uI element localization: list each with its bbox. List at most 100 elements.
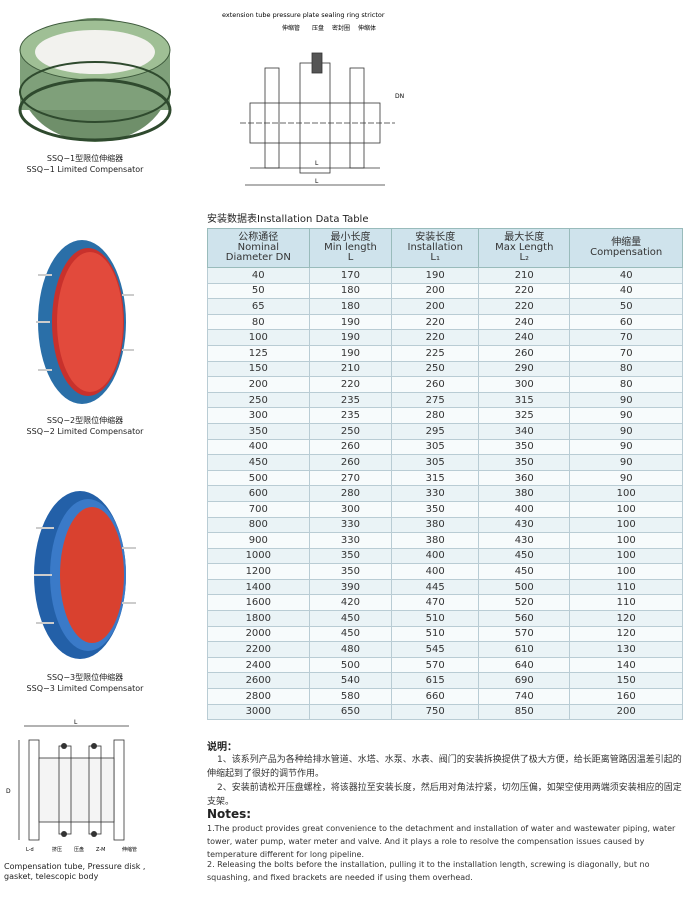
table-cell: 450	[478, 563, 571, 580]
drawing-label: DN	[395, 93, 404, 100]
table-cell: 65	[207, 298, 310, 315]
table-cell: 110	[569, 594, 683, 612]
table-cell: 100	[569, 516, 683, 534]
table-cell: 190	[391, 267, 480, 284]
table-cell: 510	[391, 610, 480, 627]
drawing-label: D	[6, 788, 11, 795]
table-cell: 210	[478, 267, 571, 284]
table-cell: 90	[569, 469, 683, 487]
table-row: 600 280 330 380 100	[207, 485, 683, 502]
table-cell: 325	[478, 407, 571, 424]
drawing-label: L	[315, 178, 319, 185]
note-text: 1.The product provides great convenience…	[207, 824, 676, 859]
header-line: L	[347, 252, 354, 263]
table-cell: 500	[207, 469, 310, 487]
table-cell: 120	[569, 625, 683, 643]
table-cell: 2600	[207, 672, 310, 690]
table-row: 500 270 315 360 90	[207, 469, 683, 487]
notes-title: 说明：	[207, 742, 237, 753]
table-cell: 100	[569, 547, 683, 565]
drawing-label: 伸缩管	[122, 846, 137, 853]
table-cell: 50	[207, 282, 310, 300]
table-row: 50 180 200 220 40	[207, 282, 683, 300]
table-cell: 560	[478, 610, 571, 627]
table-cell: 330	[308, 532, 393, 549]
table-row: 900 330 380 430 100	[207, 532, 683, 549]
table-cell: 275	[391, 391, 480, 409]
table-cell: 150	[569, 672, 683, 690]
table-cell: 100	[207, 329, 310, 346]
table-cell: 70	[569, 344, 683, 362]
table-row: 2000 450 510 570 120	[207, 625, 683, 643]
header-line: L₂	[519, 252, 530, 263]
note-text: 2、安装前请松开压盘螺栓，将该器拉至安装长度，然后用对角法拧紧，切勿压偏，如架空…	[207, 783, 682, 807]
table-cell: 200	[569, 703, 683, 721]
table-row: 350 250 295 340 90	[207, 422, 683, 440]
table-cell: 140	[569, 656, 683, 674]
table-cell: 260	[308, 454, 393, 471]
table-cell: 250	[391, 360, 480, 378]
table-row: 150 210 250 290 80	[207, 360, 683, 378]
drawing-label: extension tube pressure plate sealing ri…	[222, 11, 385, 19]
table-cell: 220	[478, 282, 571, 300]
table-cell: 400	[478, 500, 571, 518]
header-line: Compensation	[590, 247, 663, 258]
table-cell: 250	[308, 422, 393, 440]
table-row: 1000 350 400 450 100	[207, 547, 683, 565]
table-cell: 650	[308, 703, 393, 721]
table-cell: 400	[391, 563, 480, 580]
table-cell: 1800	[207, 610, 310, 627]
table-cell: 1200	[207, 563, 310, 580]
product-image	[36, 240, 134, 404]
table-cell: 130	[569, 641, 683, 658]
table-cell: 270	[308, 469, 393, 487]
table-cell: 315	[391, 469, 480, 487]
table-cell: 40	[207, 267, 310, 284]
table-cell: 330	[391, 485, 480, 502]
table-cell: 740	[478, 688, 571, 705]
table-row: 400 260 305 350 90	[207, 438, 683, 456]
header-line: Max Length	[495, 242, 554, 253]
drawing-label: L	[315, 160, 319, 167]
table-cell: 80	[569, 360, 683, 378]
table-row: 40 170 190 210 40	[207, 267, 683, 284]
table-cell: 340	[478, 422, 571, 440]
table-cell: 200	[207, 376, 310, 393]
table-row: 800 330 380 430 100	[207, 516, 683, 534]
table-cell: 235	[308, 391, 393, 409]
drawing-label: 伸缩体	[358, 24, 376, 32]
table-cell: 350	[478, 438, 571, 456]
table-cell: 350	[308, 563, 393, 580]
table-cell: 80	[569, 376, 683, 393]
table-cell: 220	[308, 376, 393, 393]
table-cell: 400	[207, 438, 310, 456]
table-cell: 70	[569, 329, 683, 346]
table-cell: 90	[569, 391, 683, 409]
drawing-label: Z-M	[96, 847, 105, 853]
header-line: 公称通径	[238, 232, 279, 243]
table-cell: 350	[207, 422, 310, 440]
table-cell: 235	[308, 407, 393, 424]
table-cell: 350	[391, 500, 480, 518]
table-cell: 610	[478, 641, 571, 658]
table-cell: 545	[391, 641, 480, 658]
table-cell: 280	[308, 485, 393, 502]
column-header: 最大长度 Max Length L₂	[478, 228, 571, 268]
drawing-label: 伸缩管	[282, 24, 300, 32]
table-cell: 570	[478, 625, 571, 643]
note-text: 2. Releasing the bolts before the instal…	[207, 860, 650, 882]
drawing-caption: Compensation tube, Pressure disk , gasket…	[4, 862, 146, 881]
table-cell: 450	[308, 610, 393, 627]
table-cell: 260	[391, 376, 480, 393]
product-caption: SSQ−1型限位伸缩器 SSQ−1 Limited Compensator	[26, 154, 144, 174]
table-cell: 1600	[207, 594, 310, 612]
table-cell: 210	[308, 360, 393, 378]
table-cell: 450	[478, 547, 571, 565]
table-cell: 380	[478, 485, 571, 502]
table-title: 安装数据表Installation Data Table	[207, 214, 369, 225]
header-line: 最小长度	[330, 232, 371, 243]
table-row: 2400 500 570 640 140	[207, 656, 683, 674]
column-header: 公称通径 Nominal Diameter DN	[207, 228, 310, 268]
header-line: 安装长度	[415, 232, 456, 243]
table-cell: 2800	[207, 688, 310, 705]
